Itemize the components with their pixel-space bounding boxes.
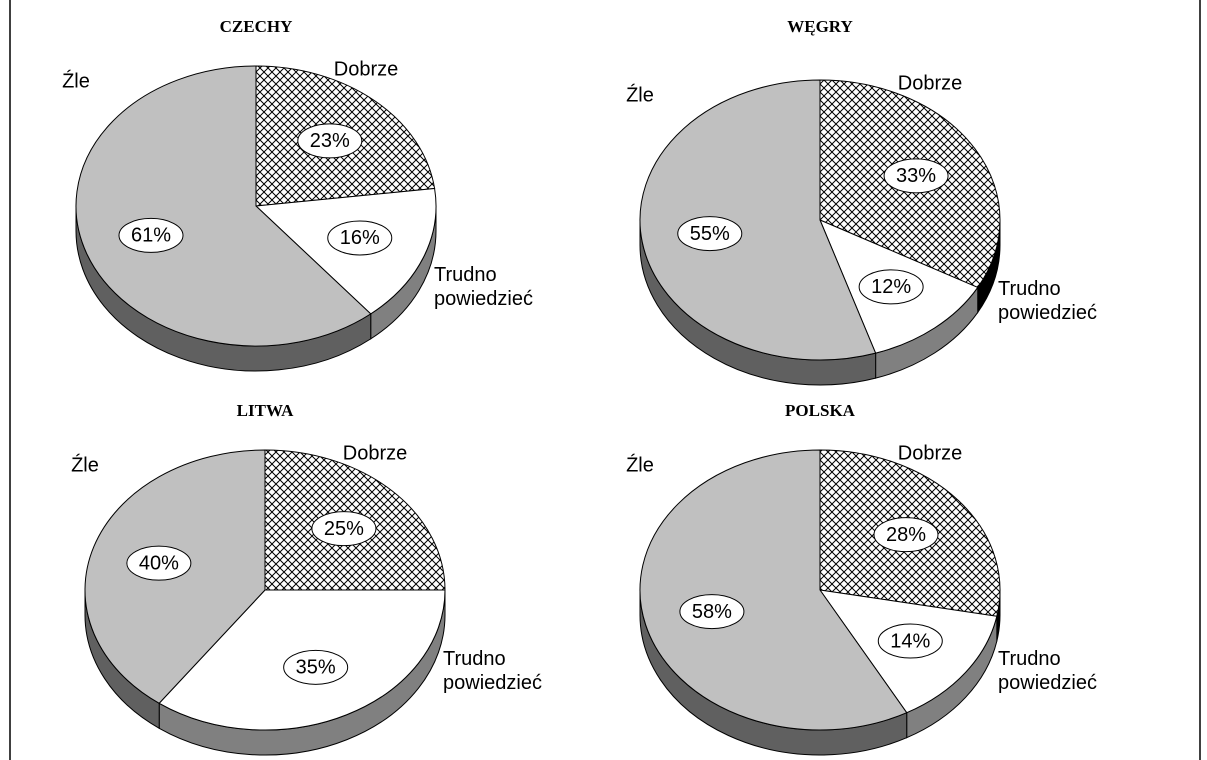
category-label: Źle (626, 453, 654, 476)
pie-title: POLSKA (785, 401, 856, 420)
pie-slice (75, 65, 372, 347)
value-label: 12% (871, 276, 911, 298)
value-label-bg (311, 511, 377, 547)
value-label-bg (118, 217, 184, 253)
value-label: 35% (296, 657, 336, 679)
value-label: 58% (692, 601, 732, 623)
value-label: 40% (139, 552, 179, 574)
category-label: Źle (71, 453, 99, 476)
category-label: Trudno powiedzieć (998, 648, 1097, 694)
category-label-line: powiedzieć (998, 302, 1097, 324)
category-label-line: powiedzieć (998, 672, 1097, 694)
value-label-bg (679, 594, 745, 630)
value-label-bg (877, 623, 943, 659)
value-label: 28% (886, 524, 926, 546)
value-label: 23% (310, 130, 350, 152)
value-label-bg (327, 220, 393, 256)
category-label-line: Trudno (434, 264, 497, 286)
category-label-line: powiedzieć (434, 288, 533, 310)
value-label: 14% (890, 630, 930, 652)
value-label: 55% (690, 223, 730, 245)
category-label-line: powiedzieć (443, 672, 542, 694)
category-label: Dobrze (334, 58, 398, 80)
category-label: Dobrze (898, 72, 962, 94)
category-label-line: Trudno (443, 648, 506, 670)
pie-slice (639, 79, 877, 361)
category-label: Źle (62, 69, 90, 92)
value-label-bg (858, 269, 924, 305)
category-label: Źle (626, 83, 654, 106)
value-label: 61% (131, 225, 171, 247)
value-label-bg (677, 216, 743, 252)
pie-title: LITWA (237, 401, 294, 420)
category-label: Trudno powiedzieć (434, 264, 533, 310)
value-label-bg (883, 158, 949, 194)
value-label-bg (297, 123, 363, 159)
value-label: 16% (340, 227, 380, 249)
category-label: Trudno powiedzieć (443, 648, 542, 694)
value-label-bg (126, 545, 192, 581)
category-label-line: Trudno (998, 278, 1061, 300)
pie-title: CZECHY (220, 17, 293, 36)
category-label: Dobrze (343, 442, 407, 464)
pie-title: WĘGRY (787, 17, 853, 36)
value-label: 33% (896, 165, 936, 187)
pie-slice (639, 449, 908, 731)
category-label-line: Trudno (998, 648, 1061, 670)
category-label: Trudno powiedzieć (998, 278, 1097, 324)
value-label-bg (283, 649, 349, 685)
category-label: Dobrze (898, 442, 962, 464)
value-label-bg (873, 517, 939, 553)
value-label: 25% (324, 518, 364, 540)
